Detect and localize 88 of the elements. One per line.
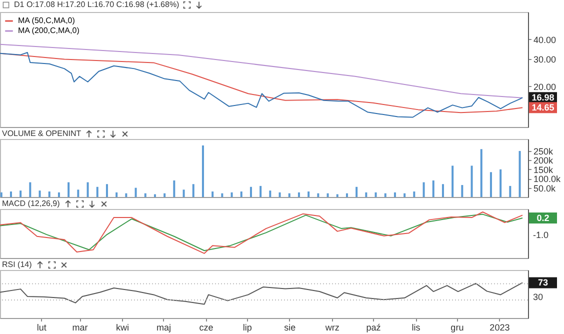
bar: [384, 193, 386, 197]
legend-label: MA (50,C,MA,0): [18, 16, 76, 25]
bar: [20, 190, 22, 197]
bar: [500, 169, 502, 197]
x-tick-label: 2023: [490, 322, 510, 332]
bar: [10, 191, 12, 197]
bar: [221, 193, 224, 197]
bar: [230, 192, 233, 197]
bar: [317, 193, 320, 197]
bar: [144, 193, 146, 197]
bar: [0, 192, 2, 197]
x-tick-label: sie: [284, 322, 296, 332]
bar: [288, 193, 290, 197]
x-tick-label: gru: [450, 322, 464, 332]
chart-title: RSI (14): [2, 260, 32, 270]
text: -1.0: [533, 230, 549, 240]
bar: [125, 193, 128, 197]
x-tick-label: lip: [242, 322, 252, 332]
bar: [336, 194, 338, 197]
bar: [38, 190, 41, 197]
bar: [365, 192, 368, 197]
annotation: 14.65: [532, 102, 554, 113]
bar: [58, 192, 60, 197]
bar: [394, 192, 396, 197]
bar: [432, 180, 434, 197]
bar: [154, 194, 156, 197]
x-tick-label: wrz: [324, 322, 340, 332]
bar: [374, 192, 377, 197]
bar: [413, 191, 416, 197]
annotation: 16.98: [532, 92, 554, 103]
bar: [212, 191, 214, 197]
bar: [106, 184, 108, 197]
bar: [29, 182, 32, 197]
x-tick-label: kwi: [116, 322, 130, 332]
x-tick-label: mar: [72, 322, 88, 332]
annotation: 0.2: [536, 212, 550, 223]
bar: [96, 186, 98, 197]
bar: [240, 191, 242, 197]
y-tick-label: 100.0k: [534, 174, 562, 184]
bar: [77, 190, 80, 197]
bar: [116, 192, 118, 197]
y-tick-label: 150k: [534, 164, 554, 175]
bar: [48, 191, 50, 197]
bar: [269, 190, 272, 197]
chart-title: VOLUME & OPENINT: [2, 129, 82, 139]
bar: [346, 193, 348, 197]
x-tick-label: maj: [156, 322, 171, 332]
bar: [470, 166, 473, 197]
bar: [442, 184, 444, 197]
bar: [308, 191, 310, 197]
y-tick-label: 20.00: [534, 82, 556, 92]
x-tick-label: lut: [36, 322, 47, 332]
bar: [68, 182, 70, 197]
bar: [278, 192, 281, 197]
bar: [509, 186, 512, 197]
y-tick-label: 200k: [534, 156, 554, 166]
bar: [422, 182, 425, 197]
bar: [452, 166, 454, 197]
bar: [518, 150, 521, 197]
bar: [202, 145, 204, 197]
bar: [490, 172, 492, 197]
y-tick-label: 50.0k: [534, 183, 556, 194]
y-tick-label: 40.00: [534, 34, 556, 45]
bar: [164, 193, 166, 197]
legend-label: MA (200,C,MA,0): [18, 26, 80, 35]
bar: [86, 182, 89, 197]
line-series: [0, 44, 524, 98]
y-tick-label: 250k: [534, 146, 554, 156]
bar: [461, 185, 464, 197]
text: 30: [533, 292, 544, 302]
chart-title: MACD (12,26,9): [2, 199, 60, 209]
bar: [480, 149, 482, 197]
bar: [356, 186, 358, 197]
x-tick-label: cze: [199, 322, 214, 332]
bar: [404, 193, 406, 197]
bar: [173, 180, 176, 197]
bar: [326, 193, 329, 197]
bar: [192, 184, 194, 197]
annotation: 73: [538, 278, 548, 288]
bar: [182, 190, 185, 197]
y-tick-label: 30.00: [534, 54, 556, 64]
bar: [260, 186, 262, 197]
bar: [250, 186, 252, 197]
bar: [134, 188, 137, 197]
bar: [298, 192, 300, 197]
x-tick-label: lis: [412, 322, 421, 332]
chart-title: D1 O:17.08 H:17.20 L:16.70 C:16.98 (+1.68%): [14, 0, 180, 10]
x-tick-label: paź: [366, 322, 382, 332]
